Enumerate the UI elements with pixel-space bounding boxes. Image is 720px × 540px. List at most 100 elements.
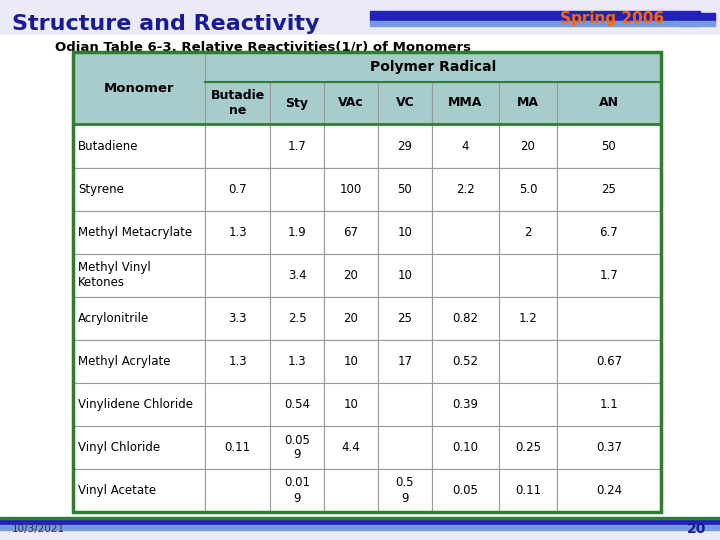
Text: 0.05
9: 0.05 9 xyxy=(284,434,310,462)
Bar xyxy=(557,211,661,254)
Bar xyxy=(270,383,324,426)
Bar xyxy=(205,52,661,82)
Bar xyxy=(73,124,205,168)
Bar xyxy=(557,254,661,297)
Bar xyxy=(557,340,661,383)
Bar xyxy=(499,469,557,512)
Text: 0.25: 0.25 xyxy=(515,441,541,454)
Text: 10: 10 xyxy=(397,269,413,282)
Bar xyxy=(205,340,270,383)
Bar xyxy=(205,469,270,512)
Bar xyxy=(680,21,715,26)
Bar xyxy=(324,426,378,469)
Text: 2.2: 2.2 xyxy=(456,183,475,196)
Bar xyxy=(378,82,432,124)
Bar xyxy=(73,297,205,340)
Bar xyxy=(324,383,378,426)
Text: 20: 20 xyxy=(687,522,706,536)
Text: Vinyl Chloride: Vinyl Chloride xyxy=(78,441,160,454)
Bar xyxy=(73,426,205,469)
Text: 5.0: 5.0 xyxy=(518,183,537,196)
Bar xyxy=(270,211,324,254)
Text: 0.39: 0.39 xyxy=(452,398,479,411)
Text: 1.3: 1.3 xyxy=(288,355,306,368)
Bar xyxy=(270,168,324,211)
Text: Monomer: Monomer xyxy=(104,82,174,94)
Text: 0.7: 0.7 xyxy=(228,183,247,196)
Bar xyxy=(557,168,661,211)
Text: VAc: VAc xyxy=(338,97,364,110)
Bar xyxy=(73,52,205,124)
Bar xyxy=(499,124,557,168)
Text: 0.05: 0.05 xyxy=(453,484,478,497)
Bar xyxy=(432,168,499,211)
Bar xyxy=(270,124,324,168)
Text: 0.24: 0.24 xyxy=(596,484,622,497)
Text: 10: 10 xyxy=(343,355,359,368)
Bar xyxy=(499,254,557,297)
Text: 1.7: 1.7 xyxy=(287,139,307,152)
Bar xyxy=(0,0,720,35)
Bar xyxy=(557,426,661,469)
Text: 2.5: 2.5 xyxy=(288,312,306,325)
Text: 1.3: 1.3 xyxy=(228,355,247,368)
Text: Methyl Acrylate: Methyl Acrylate xyxy=(78,355,171,368)
Bar xyxy=(378,168,432,211)
Bar xyxy=(432,426,499,469)
Bar xyxy=(432,297,499,340)
Text: Methyl Vinyl
Ketones: Methyl Vinyl Ketones xyxy=(78,261,150,289)
Bar xyxy=(324,82,378,124)
Text: 29: 29 xyxy=(397,139,413,152)
Text: 1.3: 1.3 xyxy=(228,226,247,239)
Bar xyxy=(205,82,270,124)
Text: 0.37: 0.37 xyxy=(596,441,622,454)
Bar xyxy=(205,168,270,211)
Text: 0.01
9: 0.01 9 xyxy=(284,476,310,504)
Bar xyxy=(557,82,661,124)
Text: Sty: Sty xyxy=(286,97,308,110)
Bar xyxy=(499,426,557,469)
Text: Vinylidene Chloride: Vinylidene Chloride xyxy=(78,398,193,411)
Bar xyxy=(0,518,720,540)
Bar xyxy=(432,82,499,124)
Bar xyxy=(270,254,324,297)
Bar xyxy=(378,469,432,512)
Text: 0.52: 0.52 xyxy=(452,355,479,368)
Text: 0.10: 0.10 xyxy=(452,441,479,454)
Bar xyxy=(324,254,378,297)
Text: MMA: MMA xyxy=(449,97,482,110)
Bar xyxy=(205,426,270,469)
Bar xyxy=(73,469,205,512)
Bar xyxy=(270,297,324,340)
Text: 67: 67 xyxy=(343,226,359,239)
Bar xyxy=(73,211,205,254)
Text: Spring 2006: Spring 2006 xyxy=(560,10,664,25)
Text: 10/3/2021: 10/3/2021 xyxy=(12,524,65,534)
Bar xyxy=(378,254,432,297)
Text: 4: 4 xyxy=(462,139,469,152)
Text: 0.11: 0.11 xyxy=(515,484,541,497)
Text: 20: 20 xyxy=(343,312,359,325)
Bar xyxy=(270,82,324,124)
Bar xyxy=(378,426,432,469)
Bar xyxy=(378,297,432,340)
Bar xyxy=(432,124,499,168)
Text: 0.54: 0.54 xyxy=(284,398,310,411)
Text: 0.5
9: 0.5 9 xyxy=(396,476,414,504)
Bar xyxy=(378,340,432,383)
Text: 1.2: 1.2 xyxy=(518,312,537,325)
Text: AN: AN xyxy=(599,97,619,110)
Text: 4.4: 4.4 xyxy=(341,441,361,454)
Bar xyxy=(680,13,715,22)
Text: 3.3: 3.3 xyxy=(228,312,247,325)
Text: 25: 25 xyxy=(397,312,413,325)
Text: 1.1: 1.1 xyxy=(600,398,618,411)
Bar xyxy=(557,297,661,340)
Bar xyxy=(324,297,378,340)
Text: 17: 17 xyxy=(397,355,413,368)
Text: 50: 50 xyxy=(602,139,616,152)
Bar xyxy=(378,124,432,168)
Bar xyxy=(370,21,700,26)
Bar xyxy=(432,254,499,297)
Text: 1.9: 1.9 xyxy=(287,226,307,239)
